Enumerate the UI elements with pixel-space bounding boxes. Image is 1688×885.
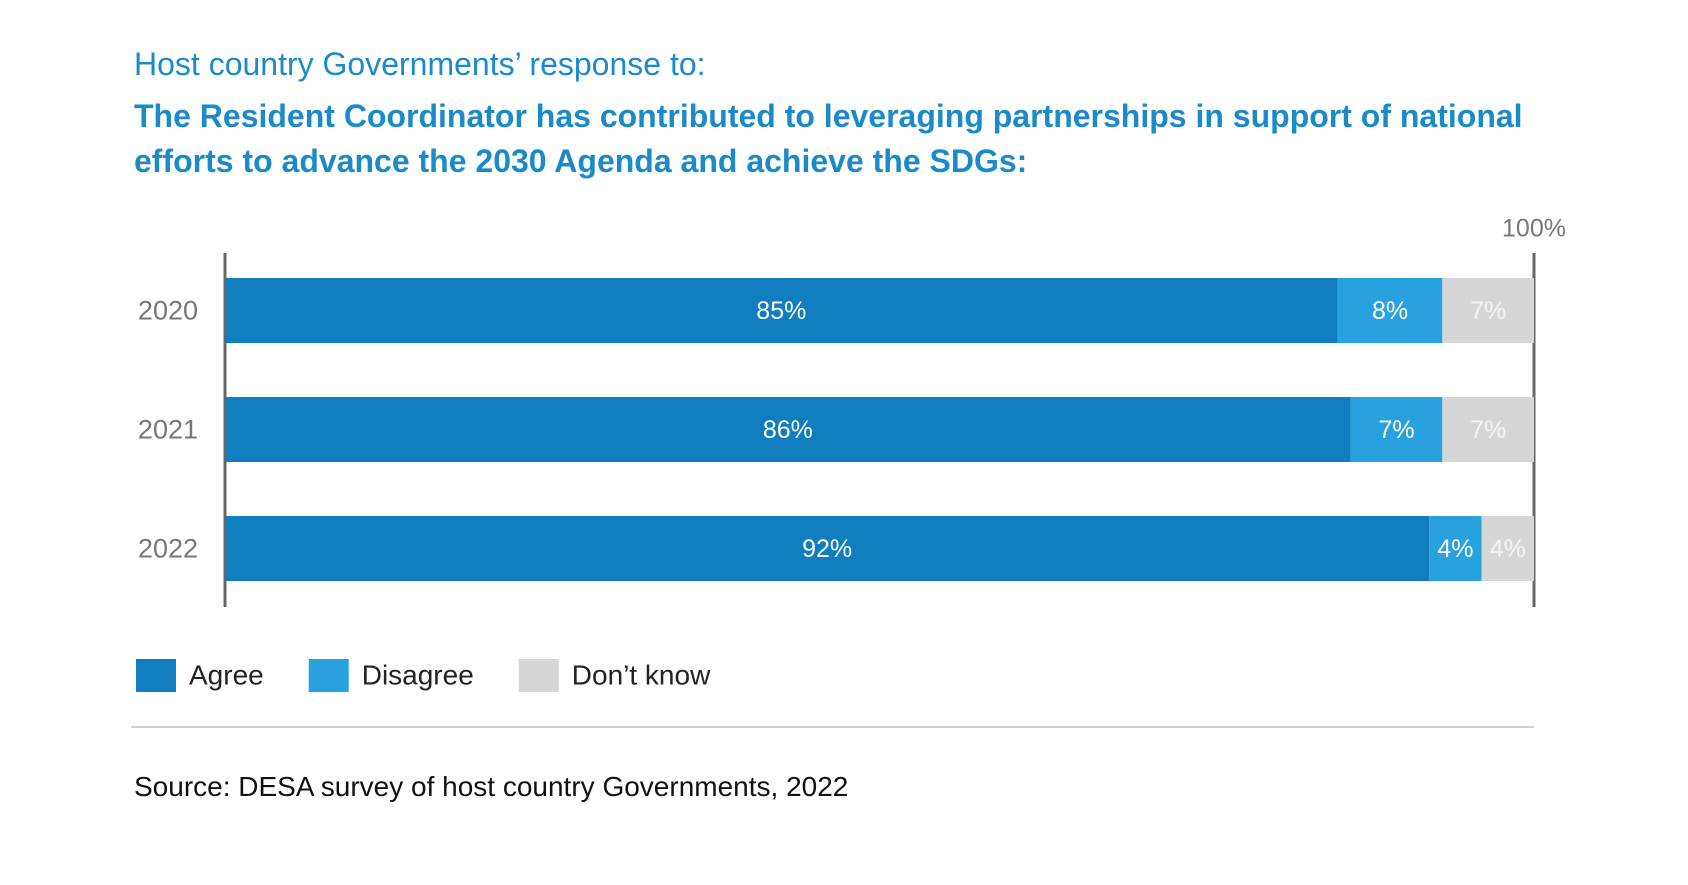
data-label: 4%: [1490, 535, 1526, 563]
bar-segment: [1350, 397, 1443, 462]
bar-segment: [225, 397, 1351, 462]
y-tick-label: 2022: [138, 534, 198, 564]
legend-swatch: [518, 659, 559, 692]
chart-title: Host country Governments’ response to:: [134, 46, 706, 82]
legend-swatch: [308, 659, 349, 692]
legend-label: Agree: [189, 659, 264, 690]
bar-segment: [1429, 516, 1482, 581]
x-tick-label: 100%: [1502, 215, 1566, 243]
legend-label: Disagree: [362, 659, 474, 690]
data-label: 92%: [802, 535, 852, 563]
bar-segment: [225, 516, 1430, 581]
bar-segment: [225, 278, 1338, 343]
data-label: 85%: [756, 297, 806, 325]
data-label: 7%: [1378, 416, 1414, 444]
data-label: 86%: [763, 416, 813, 444]
data-label: 4%: [1437, 535, 1473, 563]
y-tick-label: 2020: [138, 296, 198, 326]
source-note: Source: DESA survey of host country Gove…: [134, 771, 849, 802]
data-label: 7%: [1470, 416, 1506, 444]
bar-segment: [1481, 516, 1534, 581]
bar-segment: [1442, 278, 1534, 343]
chart-subtitle: The Resident Coordinator has contributed…: [134, 98, 1523, 179]
legend-swatch: [136, 659, 176, 692]
bar-segment: [1337, 278, 1443, 343]
bar-segment: [1442, 397, 1534, 462]
y-tick-label: 2021: [138, 415, 198, 445]
data-label: 8%: [1372, 297, 1408, 325]
data-label: 7%: [1470, 297, 1506, 325]
legend-label: Don’t know: [572, 659, 711, 690]
